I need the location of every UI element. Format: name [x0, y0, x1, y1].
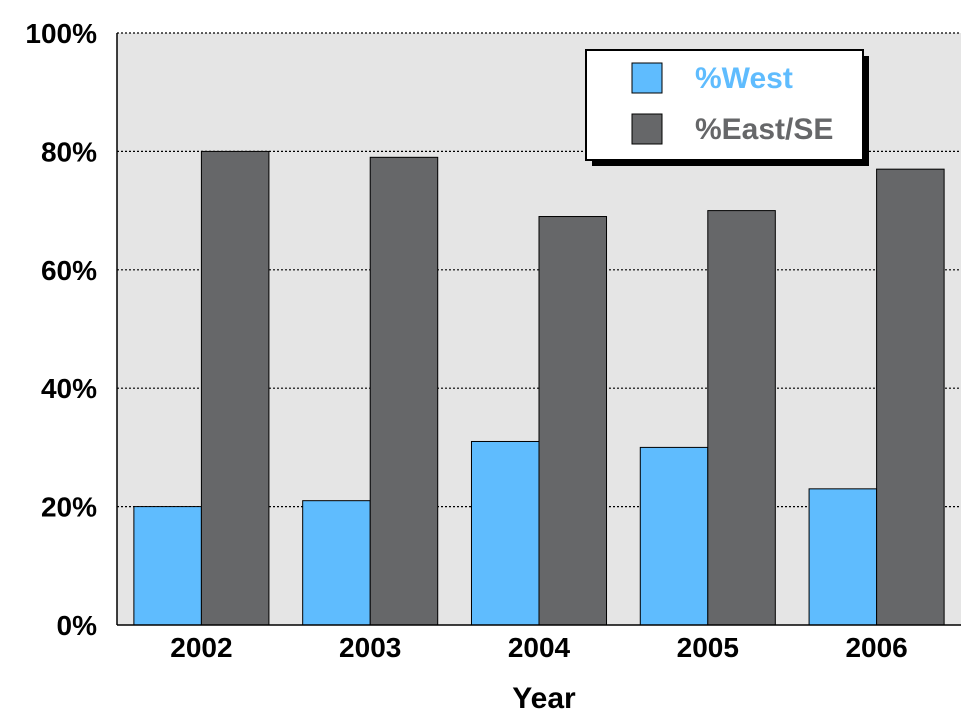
x-tick-label: 2003	[339, 632, 401, 663]
y-tick-label: 100%	[25, 18, 97, 49]
bar-east-se-2002	[200, 150, 270, 626]
legend-swatch-west	[631, 62, 663, 94]
bar-west-2006	[808, 488, 878, 626]
y-tick-label: 0%	[57, 610, 98, 641]
bar-east-se-2005	[707, 210, 776, 626]
bar-east-se-2003	[369, 156, 439, 626]
x-axis-title: Year	[512, 682, 576, 713]
legend-swatch-east-se	[631, 113, 663, 145]
y-tick-label: 80%	[41, 136, 97, 167]
x-tick-labels: 2002 2003 2004 2005 2006	[170, 632, 907, 663]
x-tick-label: 2006	[845, 632, 907, 663]
bar-west-2003	[302, 500, 371, 626]
y-tick-label: 40%	[41, 373, 97, 404]
bar-east-se-2004	[538, 216, 608, 626]
bars	[133, 150, 945, 626]
bar-west-2002	[133, 506, 202, 626]
bar-west-2004	[470, 440, 540, 626]
x-tick-label: 2004	[508, 632, 571, 663]
y-tick-label: 20%	[41, 492, 97, 523]
y-tick-labels: 0% 20% 40% 60% 80% 100%	[25, 18, 97, 641]
y-tick-label: 60%	[41, 255, 97, 286]
bar-east-se-2006	[876, 168, 945, 626]
x-tick-label: 2002	[170, 632, 232, 663]
legend-label-east-se: %East/SE	[695, 113, 833, 146]
x-tick-label: 2005	[677, 632, 739, 663]
legend: %West %East/SE	[585, 49, 869, 166]
legend-label-west: %West	[695, 62, 793, 95]
bar-west-2005	[639, 446, 709, 626]
